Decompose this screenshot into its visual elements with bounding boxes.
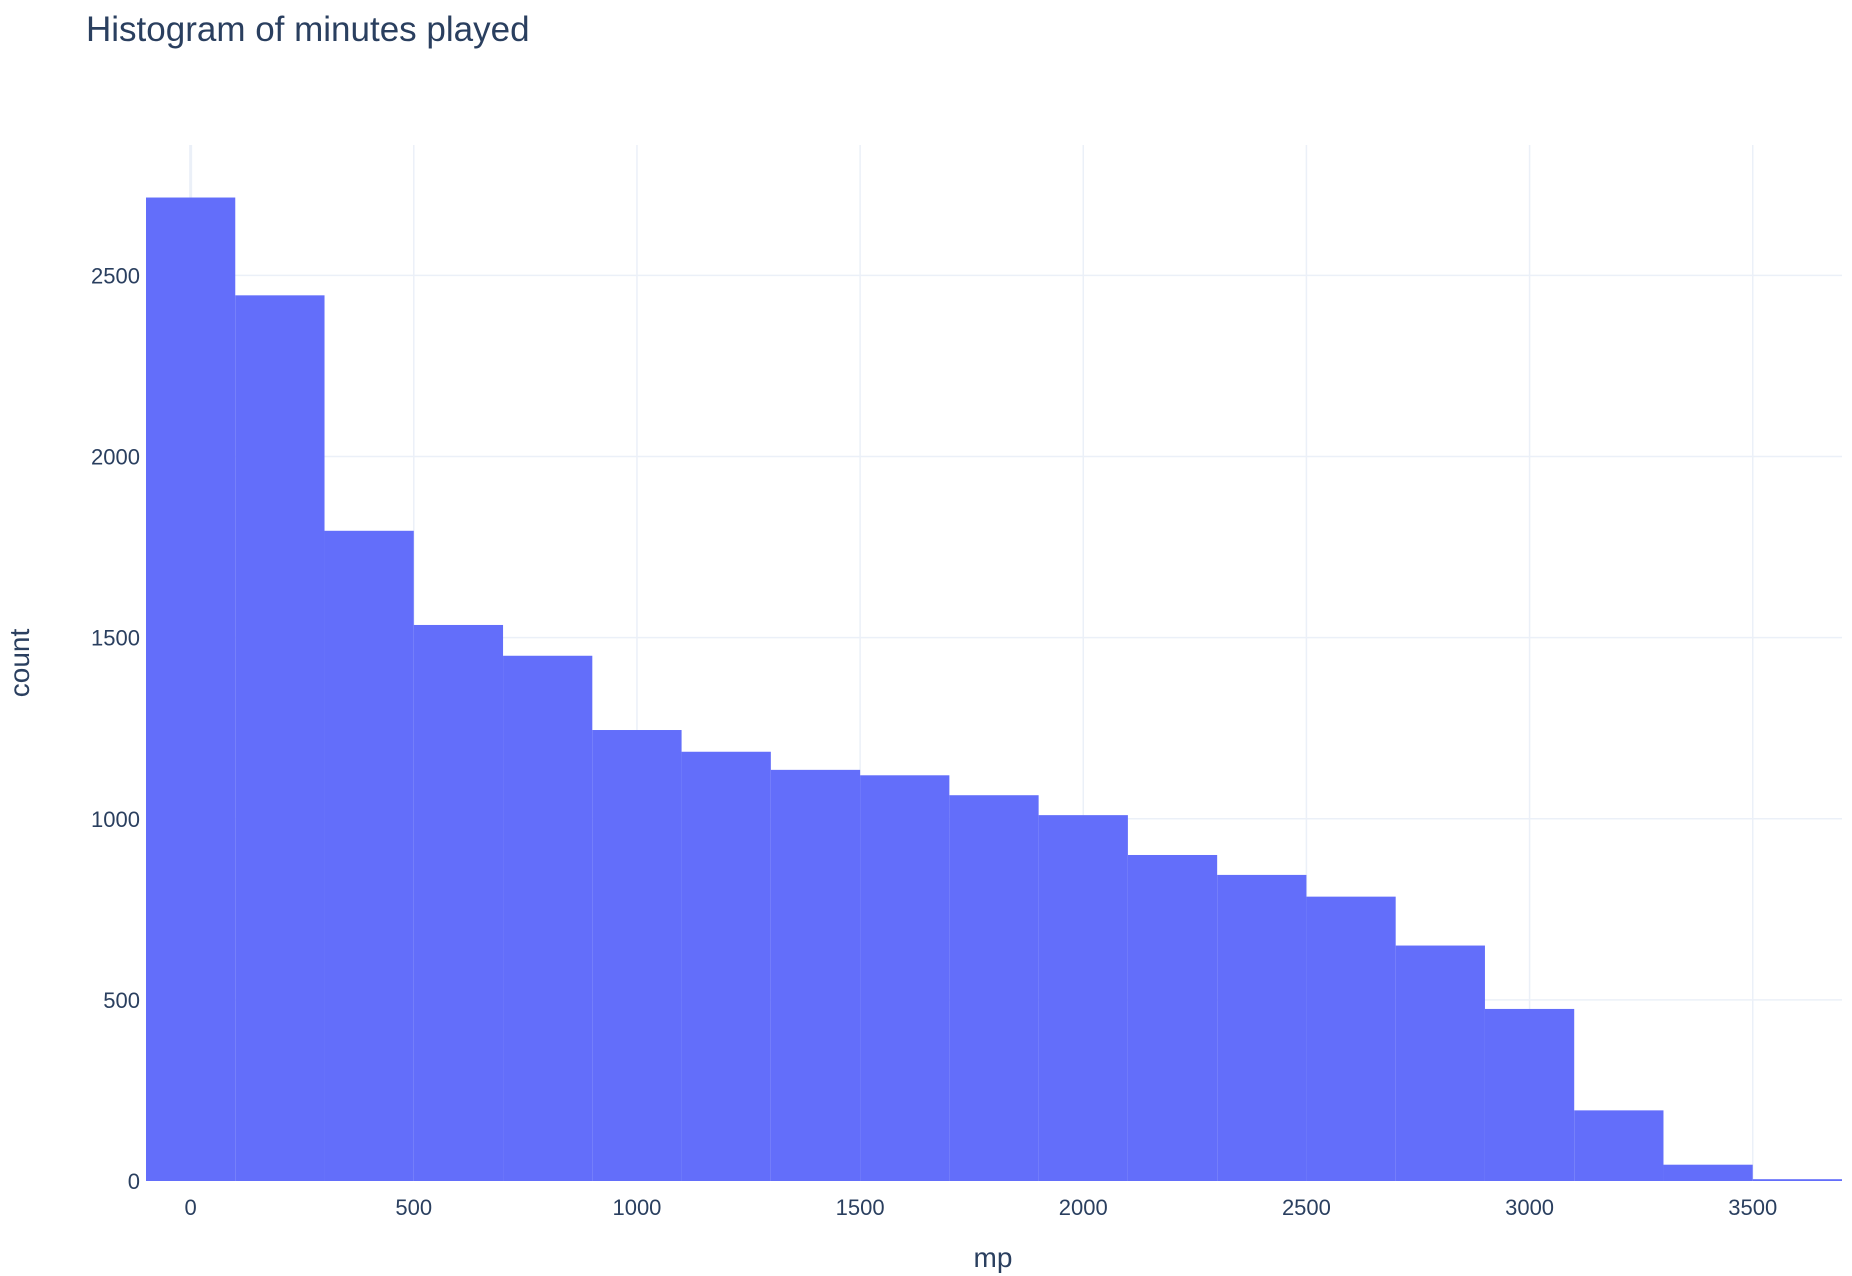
x-tick-label: 2000 <box>1059 1195 1108 1220</box>
histogram-bar <box>1574 1110 1664 1181</box>
histogram-bar <box>681 751 771 1181</box>
x-tick-label: 3500 <box>1728 1195 1777 1220</box>
x-tick-label: 2500 <box>1282 1195 1331 1220</box>
histogram-bar <box>860 775 950 1181</box>
histogram-bar <box>592 730 682 1181</box>
x-tick-label: 3000 <box>1505 1195 1554 1220</box>
histogram-bar <box>1217 874 1307 1181</box>
x-tick-label: 1500 <box>836 1195 885 1220</box>
histogram-bar <box>1663 1164 1753 1181</box>
histogram-bar <box>503 655 593 1181</box>
histogram-bar <box>1038 815 1128 1181</box>
y-tick-label: 1500 <box>91 626 140 651</box>
histogram-bar <box>949 795 1039 1181</box>
histogram-bar <box>1395 945 1485 1181</box>
histogram-bar <box>1484 1008 1575 1181</box>
x-axis-ticks: 0 500 1000 1500 2000 2500 3000 3500 <box>185 1195 1778 1220</box>
histogram-bars <box>146 197 1842 1181</box>
y-axis-title: count <box>4 629 35 698</box>
x-tick-label: 1000 <box>612 1195 661 1220</box>
x-axis-title: mp <box>974 1242 1013 1273</box>
x-tick-label: 0 <box>185 1195 197 1220</box>
histogram-bar <box>324 530 414 1181</box>
histogram-bar <box>235 295 325 1181</box>
histogram-bar <box>1306 896 1396 1181</box>
histogram-bar <box>146 197 236 1181</box>
y-tick-label: 2500 <box>91 263 140 288</box>
y-tick-label: 2000 <box>91 445 140 470</box>
histogram-bar <box>1127 854 1218 1181</box>
x-tick-label: 500 <box>395 1195 432 1220</box>
y-tick-label: 0 <box>128 1169 140 1194</box>
y-axis-ticks: 0 500 1000 1500 2000 2500 <box>91 263 140 1194</box>
histogram-bar <box>1752 1179 1842 1181</box>
y-tick-label: 500 <box>103 988 140 1013</box>
histogram-bar <box>413 624 504 1181</box>
y-tick-label: 1000 <box>91 807 140 832</box>
chart-title: Histogram of minutes played <box>86 10 530 49</box>
histogram-bar <box>770 769 861 1181</box>
